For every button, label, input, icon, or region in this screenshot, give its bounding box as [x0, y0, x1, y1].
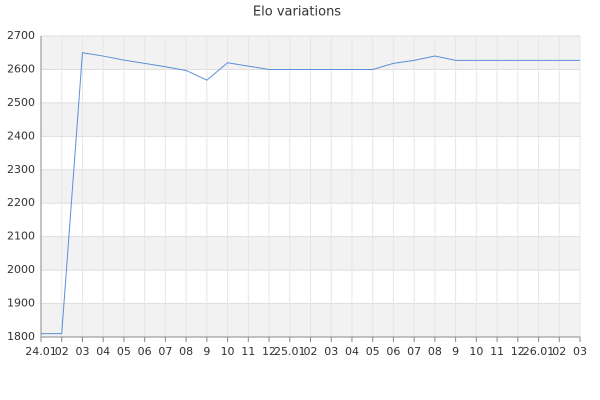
- x-tick-label: 03: [324, 345, 338, 358]
- data-line: [41, 52, 580, 335]
- x-tick-label: 04: [96, 345, 110, 358]
- x-tick-label: 08: [428, 345, 442, 358]
- x-tick-label: 05: [117, 345, 131, 358]
- x-tick-label: 10: [469, 345, 483, 358]
- y-tick-label: 2400: [7, 129, 35, 142]
- y-tick-label: 2300: [7, 163, 35, 176]
- x-tick-label: 07: [407, 345, 421, 358]
- x-tick-label: 12: [511, 345, 525, 358]
- x-tick-label: 11: [241, 345, 255, 358]
- x-tick-label: 12: [262, 345, 276, 358]
- x-tick-label: 26.01: [523, 345, 555, 358]
- x-tick-label: 08: [179, 345, 193, 358]
- x-tick-label: 05: [366, 345, 380, 358]
- x-tick-label: 10: [221, 345, 235, 358]
- x-tick-label: 03: [573, 345, 587, 358]
- y-tick-label: 2200: [7, 196, 35, 209]
- x-tick-label: 9: [203, 345, 210, 358]
- y-tick-label: 2500: [7, 96, 35, 109]
- x-tick-label: 25.01: [274, 345, 306, 358]
- x-tick-label: 9: [452, 345, 459, 358]
- y-tick-label: 2100: [7, 230, 35, 243]
- x-tick-label: 02: [55, 345, 69, 358]
- y-tick-label: 2000: [7, 263, 35, 276]
- y-tick-label: 1800: [7, 330, 35, 343]
- x-tick-label: 02: [304, 345, 318, 358]
- y-tick-label: 1900: [7, 297, 35, 310]
- x-tick-label: 24.01: [25, 345, 57, 358]
- x-tick-label: 11: [490, 345, 504, 358]
- chart-title: Elo variations: [253, 5, 341, 20]
- y-tick-label: 2600: [7, 62, 35, 75]
- x-tick-label: 06: [138, 345, 152, 358]
- x-tick-label: 04: [345, 345, 359, 358]
- y-tick-label: 2700: [7, 29, 35, 42]
- x-tick-label: 06: [386, 345, 400, 358]
- x-tick-label: 03: [75, 345, 89, 358]
- x-tick-label: 07: [158, 345, 172, 358]
- x-tick-label: 02: [552, 345, 566, 358]
